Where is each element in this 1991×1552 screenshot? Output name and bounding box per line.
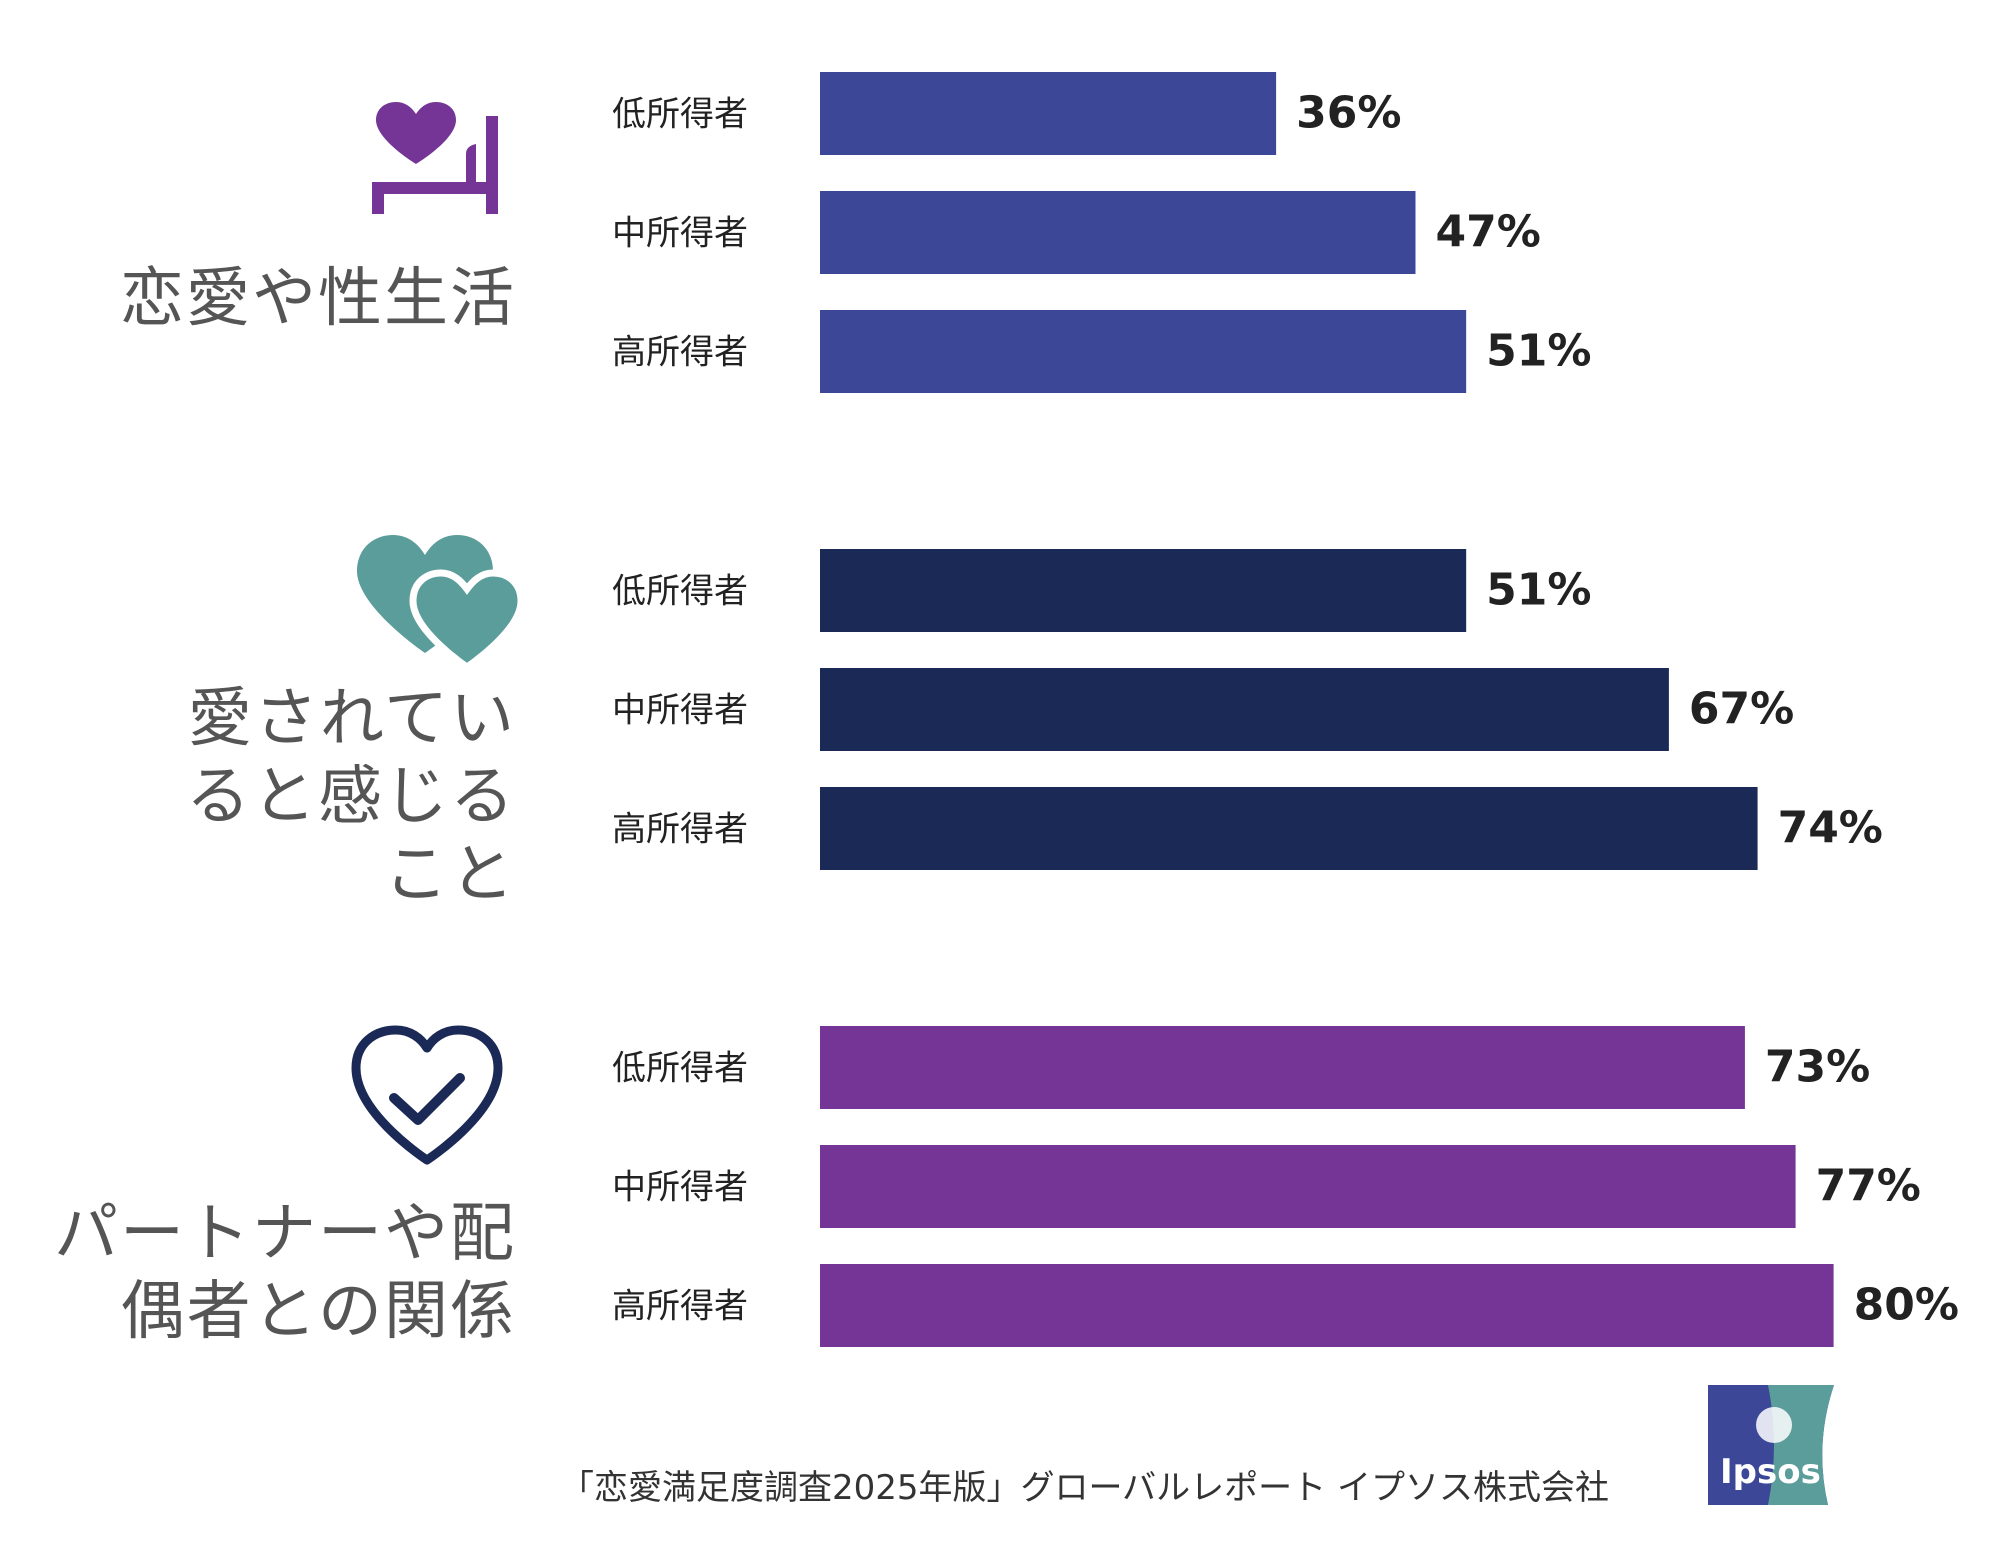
heart-check-icon <box>351 1025 503 1165</box>
category-label-feeling-loved-line3: こと <box>384 838 516 912</box>
income-category-label: 高所得者 <box>612 333 748 373</box>
bar <box>820 549 1467 632</box>
bar-value-label: 73% <box>1765 1042 1870 1093</box>
bar-value-label: 77% <box>1816 1161 1921 1212</box>
income-category-label: 中所得者 <box>612 1168 748 1208</box>
bar-value-label: 80% <box>1854 1280 1959 1331</box>
category-label-partner-relationship: パートナーや配 偶者との関係 <box>54 1195 516 1351</box>
bar-value-label: 51% <box>1486 326 1591 377</box>
category-label-feeling-loved: 愛されてい ると感じる こと <box>186 680 516 914</box>
category-label-partner-relationship-line1: パートナーや配 <box>54 1197 516 1271</box>
logo-text: Ipsos <box>1720 1452 1821 1492</box>
ipsos-logo: Ipsos <box>1708 1385 1834 1505</box>
bar <box>820 191 1416 274</box>
category-label-feeling-loved-line2: ると感じる <box>186 760 516 834</box>
bar <box>820 1026 1745 1109</box>
category-label-romance: 恋愛や性生活 <box>120 262 516 336</box>
bar <box>820 310 1467 393</box>
bar <box>820 72 1277 155</box>
income-category-label: 中所得者 <box>612 214 748 254</box>
bed-heart-icon <box>372 102 498 214</box>
category-label-feeling-loved-line1: 愛されてい <box>187 682 516 756</box>
bar <box>820 1145 1796 1228</box>
source-caption: 「恋愛満足度調査2025年版」グローバルレポート イプソス株式会社 <box>560 1468 1609 1508</box>
income-category-label: 高所得者 <box>612 1287 748 1327</box>
income-category-label: 低所得者 <box>612 95 748 135</box>
income-category-label: 低所得者 <box>612 1049 748 1089</box>
bar-value-label: 67% <box>1689 684 1794 735</box>
bar <box>820 668 1669 751</box>
income-category-label: 低所得者 <box>612 572 748 612</box>
bar-value-label: 47% <box>1435 207 1540 258</box>
two-hearts-icon <box>357 535 525 670</box>
bar-value-label: 36% <box>1296 88 1401 139</box>
income-category-label: 高所得者 <box>612 810 748 850</box>
bar <box>820 1264 1834 1347</box>
income-category-label: 中所得者 <box>612 691 748 731</box>
bar-value-label: 74% <box>1778 803 1883 854</box>
category-label-partner-relationship-line2: 偶者との関係 <box>120 1275 516 1349</box>
bar-value-label: 51% <box>1486 565 1591 616</box>
bar <box>820 787 1758 870</box>
